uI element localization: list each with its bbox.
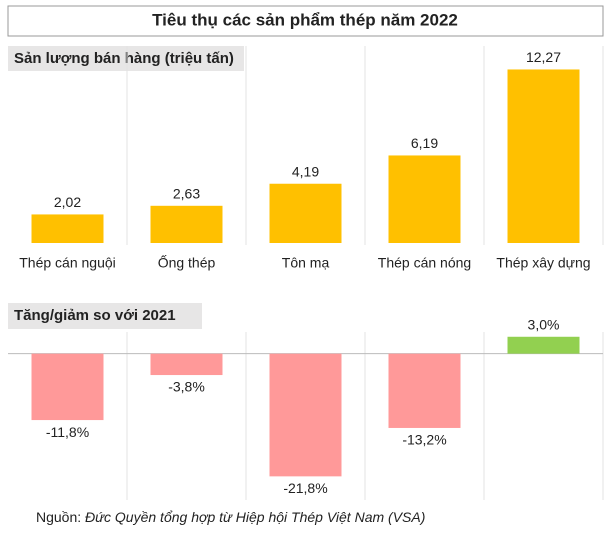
- value-label: 3,0%: [528, 316, 560, 332]
- value-label: 4,19: [292, 163, 319, 179]
- value-label: 12,27: [526, 49, 561, 65]
- panel-label-box: [8, 46, 244, 71]
- x-tick-label: Thép cán nguội: [19, 255, 116, 271]
- value-label: 2,63: [173, 186, 200, 202]
- value-label: 2,02: [54, 194, 81, 210]
- source: Nguồn: Đức Quyền tổng hợp từ Hiệp hội Th…: [36, 509, 425, 525]
- x-tick-label: Thép xây dựng: [496, 255, 590, 271]
- x-tick-label: Tôn mạ: [282, 255, 330, 271]
- value-label: -13,2%: [402, 432, 446, 448]
- value-label: -11,8%: [46, 424, 89, 440]
- title-box: [7, 5, 604, 37]
- bar: [150, 353, 223, 376]
- chart-title: Tiêu thụ các sản phẩm thép năm 2022: [152, 10, 458, 29]
- panel-title: Sản lượng bán hàng (triệu tấn): [14, 50, 234, 67]
- value-label: -3,8%: [168, 379, 205, 395]
- bar: [269, 353, 342, 477]
- panel-title: Tăng/giảm so với 2021: [14, 307, 176, 324]
- bar: [507, 69, 580, 244]
- source-text: Đức Quyền tổng hợp từ Hiệp hội Thép Việt…: [85, 509, 425, 525]
- x-tick-label: Ống thép: [158, 254, 216, 271]
- panel-label-box: [8, 303, 202, 329]
- bar: [388, 353, 461, 428]
- value-label: -21,8%: [283, 480, 327, 496]
- bar: [269, 183, 342, 243]
- x-tick-label: Thép cán nóng: [378, 255, 471, 271]
- bar: [31, 353, 104, 421]
- bar: [31, 214, 104, 243]
- bar: [507, 336, 580, 354]
- source-label: Nguồn:: [36, 509, 81, 525]
- value-label: 6,19: [411, 135, 438, 151]
- bar: [388, 155, 461, 243]
- bar: [150, 205, 223, 243]
